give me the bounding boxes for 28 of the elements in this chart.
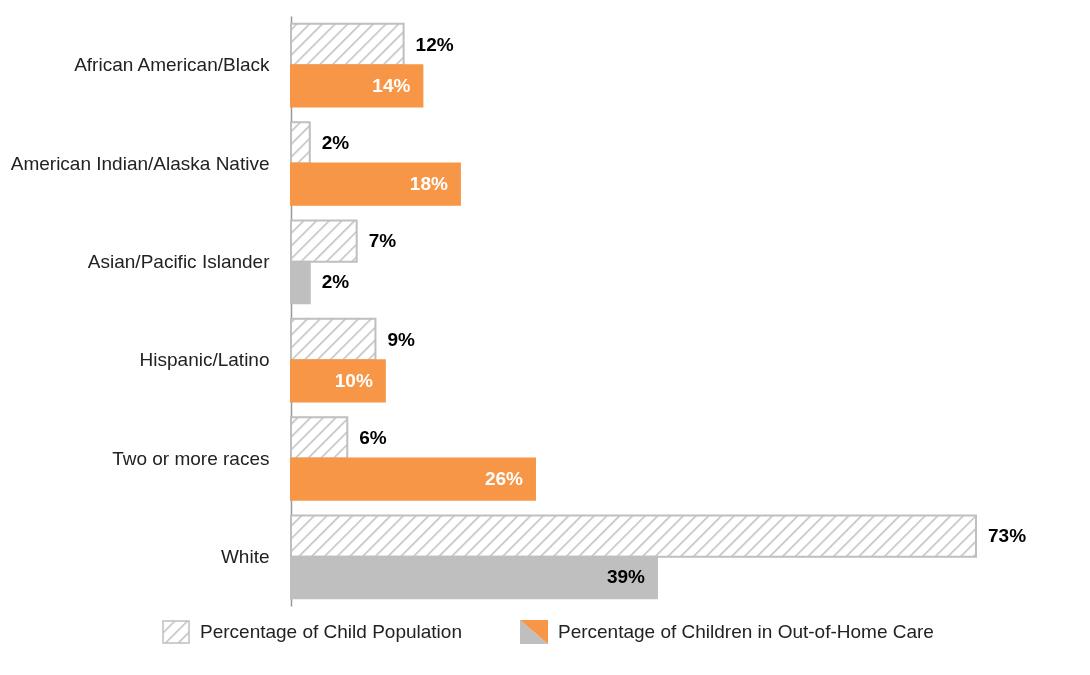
data-label: 14% xyxy=(372,74,411,96)
legend-label: Percentage of Children in Out-of-Home Care xyxy=(557,621,934,643)
bar xyxy=(290,457,536,501)
bar xyxy=(290,359,386,403)
y-tick-label: Two or more races xyxy=(112,447,270,469)
legend-label: Percentage of Child Population xyxy=(200,621,462,643)
data-label: 26% xyxy=(484,468,524,490)
bar xyxy=(290,317,377,362)
bar xyxy=(290,416,349,460)
data-label: 73% xyxy=(988,525,1027,547)
data-label: 10% xyxy=(334,369,373,391)
y-tick-label: Asian/Pacific Islander xyxy=(87,250,271,272)
data-label: 2% xyxy=(321,131,350,153)
y-tick-label: American Indian/Alaska Native xyxy=(10,152,270,174)
y-tick-label: African American/Black xyxy=(74,54,270,76)
data-label: 9% xyxy=(387,328,416,350)
data-label: 12% xyxy=(415,33,454,55)
bar xyxy=(290,22,405,67)
data-label: 2% xyxy=(321,271,350,293)
bar xyxy=(290,121,311,165)
y-tick-label: Hispanic/Latino xyxy=(139,349,270,371)
bar xyxy=(290,162,461,206)
data-label: 6% xyxy=(359,426,387,448)
data-label: 39% xyxy=(606,566,646,588)
bar xyxy=(290,64,424,108)
data-label: 18% xyxy=(409,173,449,195)
y-tick-label: White xyxy=(220,545,270,567)
data-label: 7% xyxy=(368,230,397,252)
